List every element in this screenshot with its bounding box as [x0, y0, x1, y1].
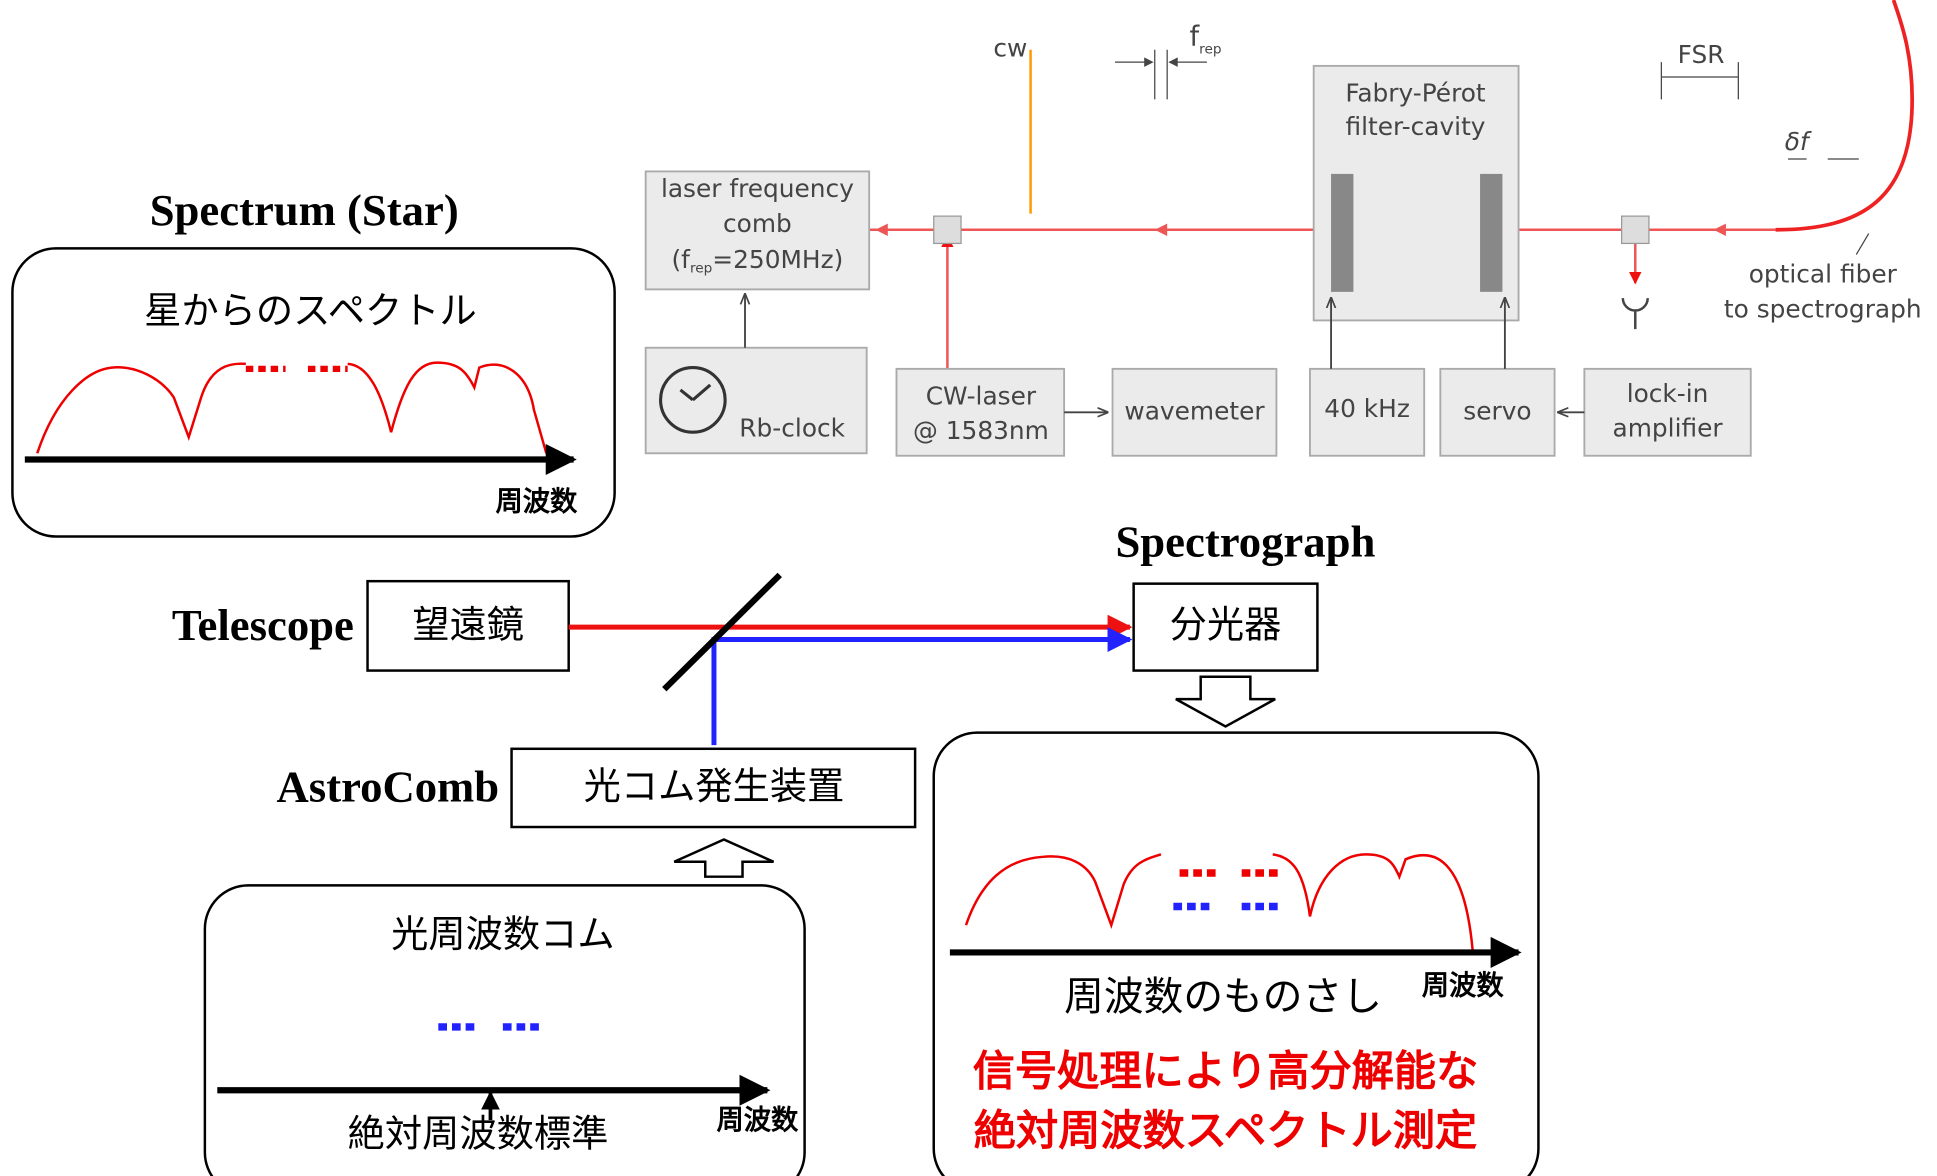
label: AstroComb: [277, 761, 500, 811]
cw-box: [895, 367, 1066, 457]
label: wavemeter: [1124, 396, 1265, 425]
mod-box: [1309, 367, 1426, 457]
label: Telescope: [172, 600, 354, 650]
lockin-box: [1583, 367, 1752, 457]
label: 光周波数コム: [391, 912, 615, 956]
label: Spectrograph: [1115, 517, 1375, 567]
main-diagram: Telescope 望遠鏡 Spectrograph 分光器 AstroComb…: [172, 517, 1375, 878]
label: filter-cavity: [1345, 112, 1485, 141]
comb-panel: 光周波数コム 絶対周波数標準 周波数: [203, 884, 806, 1176]
spectrograph-box: [1132, 582, 1319, 672]
spectrum-curve: [36, 361, 548, 454]
panel: [203, 884, 806, 1176]
clock-icon: [659, 366, 727, 434]
label: 40 kHz: [1324, 394, 1410, 423]
label: frep: [1190, 21, 1222, 58]
axis-label: 周波数: [716, 1105, 799, 1136]
label: comb: [723, 209, 792, 238]
telescope-box: [366, 579, 570, 672]
label: amplifier: [1613, 414, 1724, 443]
servo-box: [1439, 367, 1556, 457]
label: 分光器: [1170, 603, 1282, 647]
mirror: [1480, 173, 1503, 292]
panel: [11, 247, 616, 538]
note: 信号処理により高分解能な: [973, 1047, 1479, 1096]
label: δf: [1785, 127, 1812, 156]
frep-marker: [1115, 49, 1207, 100]
label: Fabry-Pérot: [1345, 78, 1486, 107]
axis-label: 周波数: [1422, 971, 1505, 1002]
label: f: [1190, 21, 1201, 52]
clock-hands: [679, 383, 712, 402]
comb-beam: [711, 627, 1133, 746]
mirror: [1331, 173, 1354, 292]
rb-box: [644, 346, 868, 455]
label: 望遠鏡: [412, 603, 524, 647]
label: 光コム発生装置: [584, 764, 845, 808]
label: CW-laser: [926, 381, 1037, 410]
label: rep: [1199, 42, 1221, 58]
label: lock-in: [1627, 379, 1709, 408]
leader: [1855, 233, 1870, 255]
label: @ 1583nm: [913, 416, 1049, 445]
detector: [1621, 297, 1649, 330]
label: laser frequency: [661, 174, 854, 203]
label: rep: [690, 260, 712, 276]
label: 絶対周波数標準: [348, 1112, 609, 1156]
label: servo: [1463, 396, 1531, 425]
mirror: [662, 572, 782, 692]
star-spectrum: Spectrum (Star) 星からのスペクトル 周波数: [11, 185, 616, 538]
setup: laser frequency comb (frep=250MHz) Rb-cl…: [644, 0, 1922, 457]
hollow-arrow: [673, 838, 775, 878]
spectrum-curve: [964, 853, 1474, 951]
panel: [932, 731, 1540, 1176]
label: 周波数のものさし: [1064, 974, 1382, 1020]
hollow-arrow: [1175, 675, 1276, 728]
note: 絶対周波数スペクトル測定: [974, 1106, 1477, 1155]
label: 星からのスペクトル: [144, 288, 477, 332]
label: optical fiber: [1749, 260, 1898, 289]
comb-box: [644, 170, 871, 291]
wavemeter-box: [1111, 367, 1278, 457]
panel-title: Spectrum (Star): [150, 185, 459, 235]
beamsplitter: [933, 215, 962, 245]
label: to spectrograph: [1724, 294, 1922, 323]
astrocomb-box: [510, 747, 917, 829]
fsr-marker: [1660, 62, 1739, 100]
label: Rb-clock: [739, 414, 845, 443]
ruler-panel: 周波数のものさし 周波数 信号処理により高分解能な 絶対周波数スペクトル測定: [932, 731, 1540, 1176]
axis-label: 周波数: [495, 486, 578, 517]
label: (f: [672, 245, 692, 274]
fiber: [1775, 0, 1915, 232]
label: =250MHz): [712, 245, 843, 274]
label: cw: [993, 34, 1027, 63]
label: (frep=250MHz): [672, 245, 844, 276]
label: FSR: [1678, 40, 1725, 69]
beamsplitter: [1620, 215, 1650, 245]
